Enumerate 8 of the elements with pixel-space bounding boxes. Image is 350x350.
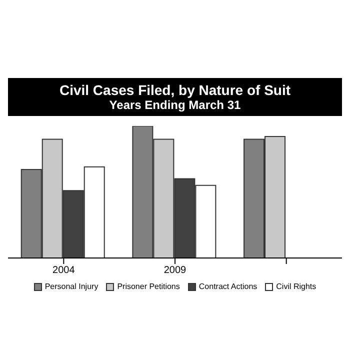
chart-subtitle: Years Ending March 31 [108,98,242,112]
legend-label: Contract Actions [198,282,258,291]
legend-label: Prisoner Petitions [117,282,180,291]
legend-label: Personal Injury [44,282,98,291]
x-tick-label: 2009 [164,265,187,276]
x-tick-label: 2004 [52,265,76,276]
chart-title: Civil Cases Filed, by Nature of Suit [58,82,292,98]
legend-label: Civil Rights [276,282,316,291]
